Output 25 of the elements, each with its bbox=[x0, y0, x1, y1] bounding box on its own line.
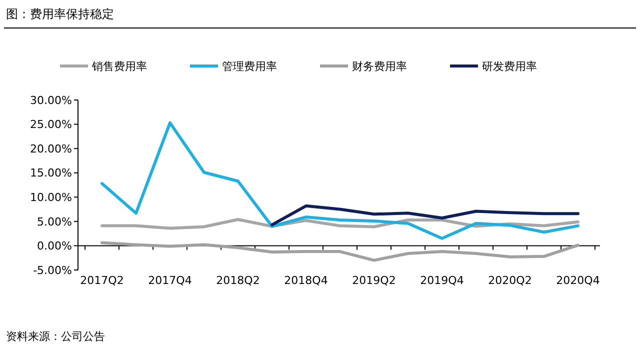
x-tick-label: 2020Q2 bbox=[488, 274, 532, 287]
legend-label: 财务费用率 bbox=[352, 60, 407, 73]
chart-title: 图：费用率保持稳定 bbox=[6, 7, 114, 21]
text: 资料来源：公司公告 bbox=[6, 330, 105, 343]
y-tick-label: 20.00% bbox=[30, 142, 72, 156]
y-tick-label: 15.00% bbox=[30, 166, 72, 180]
y-tick-label: 5.00% bbox=[37, 215, 72, 228]
y-tick-label: 30.00% bbox=[30, 94, 72, 107]
legend-label: 研发费用率 bbox=[482, 60, 537, 73]
x-tick-label: 2017Q4 bbox=[148, 274, 192, 287]
legend-label: 销售费用率 bbox=[91, 60, 147, 73]
line-series bbox=[100, 121, 580, 240]
x-tick-label: 2018Q4 bbox=[284, 274, 328, 287]
y-tick-label: 0.00% bbox=[37, 240, 72, 253]
line-series bbox=[270, 204, 580, 226]
x-tick-label: 2017Q2 bbox=[80, 274, 124, 287]
legend-label: 管理费用率 bbox=[222, 60, 277, 73]
x-tick-label: 2019Q4 bbox=[420, 274, 464, 287]
x-tick-label: 2020Q4 bbox=[556, 274, 600, 287]
line-series bbox=[100, 241, 580, 262]
y-tick-label: -5.00% bbox=[33, 264, 72, 277]
y-tick-label: 10.00% bbox=[30, 190, 72, 204]
x-tick-label: 2019Q2 bbox=[352, 274, 396, 287]
y-tick-label: 25.00% bbox=[30, 118, 72, 132]
x-tick-label: 2018Q2 bbox=[216, 274, 260, 287]
